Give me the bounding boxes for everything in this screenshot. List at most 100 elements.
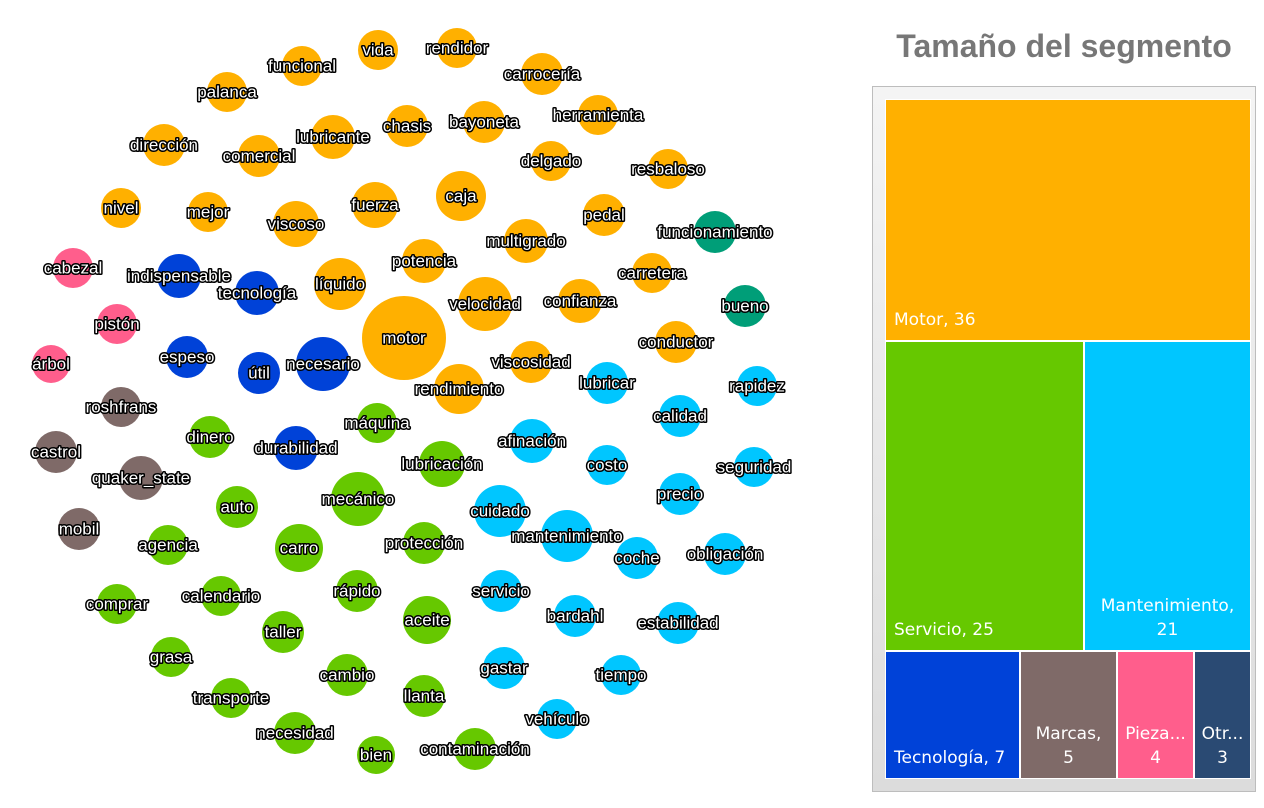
bubble-funcionamiento — [694, 211, 736, 253]
bubble-grasa — [151, 637, 191, 677]
treemap-tile-otros[interactable]: Otr... 3 — [1194, 651, 1251, 779]
bubble-herramienta — [578, 95, 618, 135]
word-label-direccion: dirección — [130, 136, 198, 155]
bubble-proteccion — [403, 522, 445, 564]
bubble-confianza — [558, 279, 602, 323]
bubble-vida — [358, 30, 398, 70]
word-label-mejor: mejor — [187, 203, 230, 222]
bubble-cambio — [326, 654, 368, 696]
word-label-carretera: carretera — [618, 264, 687, 283]
bubble-espeso — [166, 336, 208, 378]
word-label-dinero: dinero — [186, 428, 233, 447]
bubble-rendimiento — [434, 364, 484, 414]
word-label-caja: caja — [445, 187, 477, 206]
bubble-calendario — [201, 576, 241, 616]
word-label-roshfrans: roshfrans — [86, 398, 157, 417]
word-label-cuidado: cuidado — [470, 502, 530, 521]
word-label-carroceria: carrocería — [504, 65, 581, 84]
word-label-herramienta: herramienta — [553, 106, 644, 125]
bubble-bardahl — [554, 595, 596, 637]
word-label-viscoso: viscoso — [268, 215, 325, 234]
word-label-bien: bien — [360, 746, 392, 765]
treemap-title: Tamaño del segmento — [896, 28, 1232, 64]
bubble-seguridad — [734, 447, 774, 487]
bubble-aceite — [403, 596, 451, 644]
word-label-vida: vida — [362, 41, 394, 60]
bubble-velocidad — [458, 277, 512, 331]
bubble-roshfrans — [101, 387, 141, 427]
word-label-piston: pistón — [94, 315, 139, 334]
word-label-funcionamiento: funcionamiento — [657, 223, 772, 242]
bubble-mejor — [188, 192, 228, 232]
word-label-confianza: confianza — [544, 292, 617, 311]
word-label-transporte: transporte — [193, 689, 270, 708]
word-label-lubricacion: lubricación — [401, 455, 482, 474]
word-label-aceite: aceite — [404, 611, 449, 630]
word-label-estabilidad: estabilidad — [637, 614, 718, 633]
treemap-tile-tecnologia[interactable]: Tecnología, 7 — [885, 651, 1020, 779]
word-label-espeso: espeso — [160, 348, 215, 367]
bubble-bayoneta — [463, 101, 505, 143]
word-label-indispensable: indispensable — [127, 267, 231, 286]
bubble-rendidor — [437, 28, 477, 68]
word-label-tiempo: tiempo — [595, 666, 646, 685]
word-label-chasis: chasis — [383, 117, 431, 136]
treemap-tile-piezas[interactable]: Pieza... 4 — [1117, 651, 1194, 779]
word-label-calidad: calidad — [653, 407, 707, 426]
word-label-resbaloso: resbaloso — [631, 160, 705, 179]
bubble-indispensable — [157, 254, 201, 298]
bubble-nivel — [101, 188, 141, 228]
treemap-label-marcas: Marcas, 5 — [1035, 724, 1102, 768]
bubble-calidad — [659, 395, 701, 437]
bubble-necesario — [296, 337, 350, 391]
bubble-lubricar — [586, 362, 628, 404]
bubble-lubricacion — [419, 441, 465, 487]
bubble-vehiculo — [537, 699, 577, 739]
treemap-tile-marcas[interactable]: Marcas, 5 — [1020, 651, 1117, 779]
word-label-mobil: mobil — [59, 520, 100, 539]
word-label-carro: carro — [280, 539, 319, 558]
bubble-maquina — [357, 403, 397, 443]
bubble-carroceria — [521, 53, 563, 95]
treemap-tile-servicio[interactable]: Servicio, 25 — [885, 341, 1084, 651]
word-label-viscosidad: viscosidad — [491, 353, 570, 372]
treemap: Motor, 36 Servicio, 25 Mantenimiento, 21… — [872, 86, 1256, 792]
word-label-mantenimiento: mantenimiento — [511, 527, 623, 546]
word-label-util: útil — [248, 364, 270, 383]
bubble-comprar — [97, 584, 137, 624]
bubble-precio — [659, 473, 701, 515]
treemap-tile-mantenimiento[interactable]: Mantenimiento, 21 — [1084, 341, 1251, 651]
bubble-mantenimiento — [541, 510, 593, 562]
word-label-pedal: pedal — [583, 206, 625, 225]
word-label-castrol: castrol — [31, 443, 81, 462]
bubble-transporte — [211, 678, 251, 718]
bubble-contaminacion — [454, 728, 496, 770]
word-label-tecnologia: tecnología — [218, 284, 297, 303]
bubble-carro — [275, 524, 323, 572]
word-label-necesario: necesario — [286, 355, 360, 374]
bubble-chasis — [386, 105, 428, 147]
bubble-viscoso — [273, 201, 319, 247]
word-label-nivel: nivel — [104, 199, 139, 218]
word-label-motor: motor — [382, 329, 426, 348]
bubble-viscosidad — [510, 341, 552, 383]
bubble-auto — [216, 486, 258, 528]
word-label-rendimiento: rendimiento — [415, 380, 504, 399]
word-label-seguridad: seguridad — [717, 458, 792, 477]
treemap-tile-motor[interactable]: Motor, 36 — [885, 99, 1251, 341]
treemap-label-otros: Otr... 3 — [1201, 724, 1244, 768]
bubble-pedal — [583, 194, 625, 236]
bubble-quaker-state — [119, 456, 163, 500]
bubble-multigrado — [504, 219, 548, 263]
word-label-calendario: calendario — [182, 587, 260, 606]
word-label-funcional: funcional — [268, 57, 336, 76]
bubble-bueno — [724, 285, 766, 327]
word-label-grasa: grasa — [150, 648, 193, 667]
word-label-cabezal: cabezal — [44, 259, 103, 278]
word-label-bueno: bueno — [721, 297, 768, 316]
word-label-rendidor: rendidor — [426, 39, 489, 58]
word-label-rapido: rápido — [333, 582, 380, 601]
bubble-mecanico — [331, 472, 385, 526]
word-label-durabilidad: durabilidad — [254, 439, 337, 458]
word-label-bayoneta: bayoneta — [449, 113, 519, 132]
